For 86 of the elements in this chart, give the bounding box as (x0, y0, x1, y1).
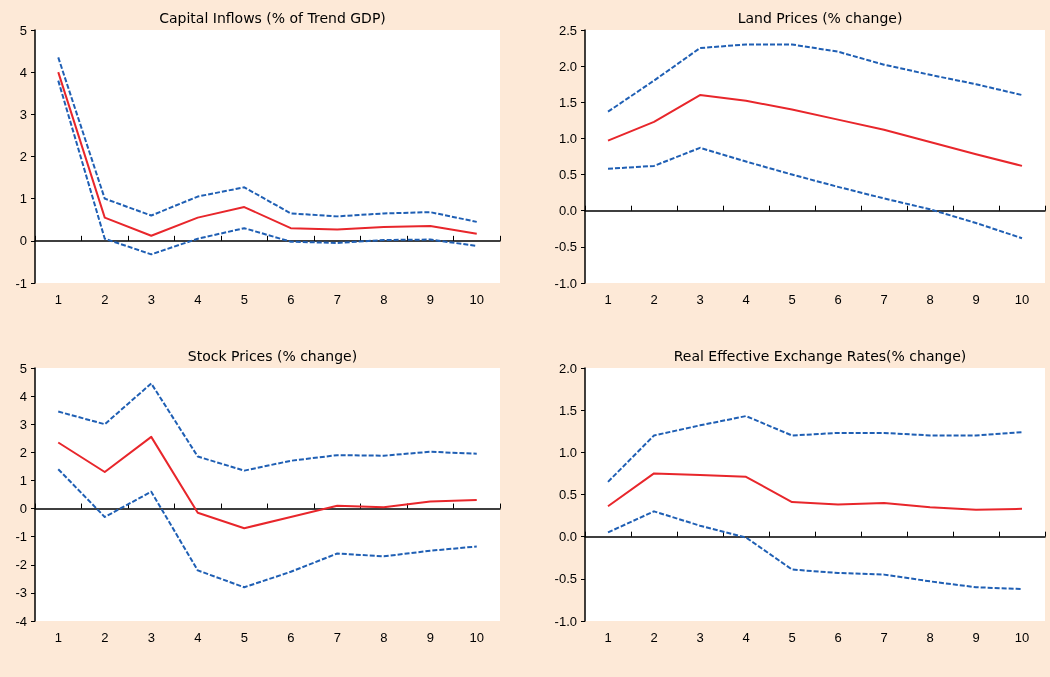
x-tick-label: 7 (333, 292, 341, 307)
x-tick-label: 10 (469, 630, 484, 645)
y-tick-label: 1.5 (558, 94, 577, 110)
x-tick-label: 10 (1014, 630, 1030, 645)
y-tick-label: -4 (15, 613, 27, 629)
line-series (57, 56, 478, 223)
x-tick-label: 2 (650, 630, 658, 645)
y-tick-label: -0.5 (554, 239, 577, 255)
chart-title: Land Prices (% change) (737, 10, 903, 26)
x-tick-label: 3 (147, 630, 155, 645)
line-series (57, 468, 478, 589)
x-tick-label: 3 (147, 292, 155, 307)
x-tick-label: 2 (101, 292, 109, 307)
y-tick-label: 2 (19, 149, 27, 164)
x-tick-label: 6 (287, 292, 295, 307)
y-tick-label: 1 (19, 191, 27, 207)
x-tick-label: 9 (426, 292, 434, 307)
y-tick-label: 3 (19, 106, 27, 122)
line-series (607, 415, 1023, 483)
x-tick-label: 3 (696, 630, 704, 645)
y-tick-label: 2.5 (558, 22, 577, 38)
x-tick-label: 7 (880, 292, 888, 307)
y-tick-label: -2 (15, 557, 27, 573)
y-tick-label: -1 (15, 529, 27, 545)
x-tick-label: 1 (54, 292, 62, 307)
y-tick-label: -1 (15, 275, 27, 291)
x-tick-label: 6 (834, 630, 842, 645)
x-tick-label: 8 (926, 630, 934, 645)
y-tick-label: 2 (19, 444, 27, 460)
y-tick-label: 0 (19, 501, 27, 517)
y-tick-label: 2.0 (558, 58, 577, 74)
line-series (57, 435, 478, 530)
y-tick-label: -0.5 (554, 571, 577, 587)
y-tick-label: 5 (19, 360, 27, 376)
x-tick-label: 7 (880, 630, 888, 645)
x-tick-label: 1 (604, 292, 612, 307)
x-tick-label: 4 (742, 630, 750, 645)
x-tick-label: 2 (101, 630, 109, 645)
x-tick-label: 5 (240, 292, 248, 307)
line-series (607, 510, 1023, 590)
y-tick-label: -1.0 (554, 613, 577, 629)
y-tick-label: 1 (19, 472, 27, 488)
x-tick-label: 4 (194, 630, 202, 645)
y-tick-label: 0.0 (558, 529, 577, 545)
x-tick-label: 8 (380, 630, 388, 645)
y-tick-label: -1.0 (554, 275, 577, 291)
x-tick-label: 2 (650, 292, 658, 307)
y-tick-label: 2.0 (558, 360, 577, 376)
x-tick-label: 8 (380, 292, 388, 307)
line-series (607, 146, 1023, 240)
x-tick-label: 1 (604, 630, 612, 645)
chart-title: Capital Inflows (% of Trend GDP) (159, 10, 386, 26)
y-tick-label: 3 (19, 416, 27, 432)
y-tick-label: -3 (15, 585, 27, 601)
x-tick-label: 10 (469, 292, 484, 307)
x-tick-label: 10 (1014, 292, 1030, 307)
y-tick-label: 0 (19, 233, 27, 249)
line-series (57, 382, 478, 472)
x-tick-label: 5 (788, 630, 796, 645)
x-tick-label: 9 (972, 292, 980, 307)
x-tick-label: 4 (194, 292, 202, 307)
y-tick-label: 1.5 (558, 402, 577, 418)
x-tick-label: 4 (742, 292, 750, 307)
x-tick-label: 5 (788, 292, 796, 307)
y-tick-label: 0.5 (558, 487, 577, 502)
line-series (607, 472, 1023, 511)
x-tick-label: 9 (972, 630, 980, 645)
chart-title: Real Effective Exchange Rates(% change) (673, 348, 967, 364)
line-series (607, 43, 1023, 113)
x-tick-label: 6 (287, 630, 295, 645)
x-tick-label: 9 (426, 630, 434, 645)
x-tick-label: 8 (926, 292, 934, 307)
line-series (607, 94, 1023, 167)
x-tick-label: 5 (240, 630, 248, 645)
x-tick-label: 6 (834, 292, 842, 307)
y-tick-label: 1.0 (558, 444, 577, 460)
y-tick-label: 4 (19, 388, 27, 404)
y-tick-label: 1.0 (558, 130, 577, 146)
chart-title: Stock Prices (% change) (187, 348, 358, 364)
y-tick-label: 4 (19, 64, 27, 80)
y-tick-label: 5 (19, 22, 27, 38)
x-tick-label: 7 (333, 630, 341, 645)
y-tick-label: 0.5 (558, 167, 577, 183)
x-tick-label: 3 (696, 292, 704, 307)
x-tick-label: 1 (54, 630, 62, 645)
y-tick-label: 0.0 (558, 203, 577, 219)
